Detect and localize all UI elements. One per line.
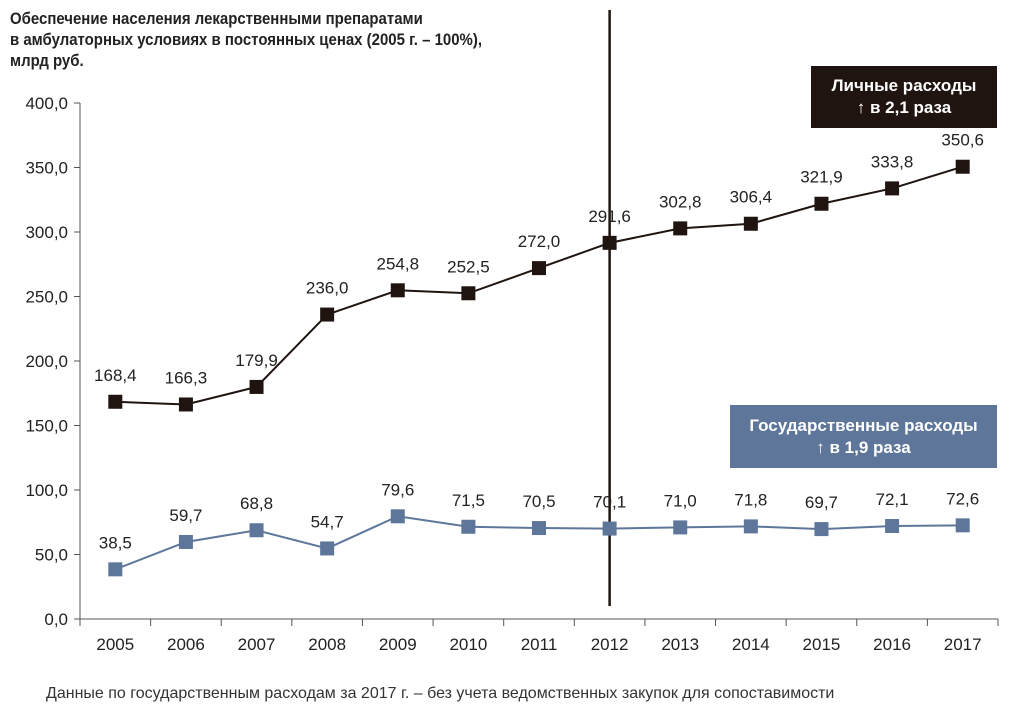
callout-public-spending: Государственные расходы ↑ в 1,9 раза xyxy=(730,405,997,468)
data-label-public: 72,6 xyxy=(946,489,979,508)
y-tick-label: 250,0 xyxy=(25,288,68,307)
x-tick-label: 2009 xyxy=(379,635,417,654)
data-label-public: 70,5 xyxy=(522,492,555,511)
data-label-private: 252,5 xyxy=(447,257,490,276)
chart-title-line-1: Обеспечение населения лекарственными пре… xyxy=(10,9,423,28)
data-label-public: 70,1 xyxy=(593,493,626,512)
x-tick-label: 2008 xyxy=(308,635,346,654)
callout-private-spending: Личные расходы ↑ в 2,1 раза xyxy=(811,66,997,128)
data-point-private xyxy=(602,235,617,250)
data-point-private xyxy=(955,159,970,174)
data-label-private: 306,4 xyxy=(730,188,773,207)
x-tick-label: 2014 xyxy=(732,635,770,654)
data-point-public xyxy=(673,520,688,535)
data-label-public: 72,1 xyxy=(876,490,909,509)
callout-public-line-2: ↑ в 1,9 раза xyxy=(816,437,911,457)
x-tick-label: 2012 xyxy=(591,635,629,654)
data-label-public: 54,7 xyxy=(311,512,344,531)
footnote: Данные по государственным расходам за 20… xyxy=(46,685,835,702)
data-label-private: 321,9 xyxy=(800,168,843,187)
data-point-private xyxy=(673,221,688,236)
y-tick-label: 350,0 xyxy=(25,159,68,178)
data-point-public xyxy=(249,523,264,538)
data-label-public: 59,7 xyxy=(169,506,202,525)
data-point-public xyxy=(532,521,546,536)
callout-private-line-2: ↑ в 2,1 раза xyxy=(856,98,952,117)
chart-title: Обеспечение населения лекарственными пре… xyxy=(10,8,573,71)
data-label-private: 302,8 xyxy=(659,192,702,211)
x-tick-label: 2013 xyxy=(661,635,699,654)
data-point-public xyxy=(178,534,193,549)
data-label-private: 291,6 xyxy=(588,207,631,226)
data-point-private xyxy=(108,394,123,409)
data-point-public xyxy=(108,562,123,577)
data-label-public: 71,8 xyxy=(734,490,767,509)
series-public: 38,5 59,7 68,8 54,7 79,6 71,5 70,5 70,1 71,0 71,8… xyxy=(99,480,979,577)
data-point-private xyxy=(532,261,546,276)
data-point-public xyxy=(885,518,900,533)
data-point-public xyxy=(390,509,405,524)
data-label-private: 333,8 xyxy=(871,152,914,171)
y-tick-label: 0,0 xyxy=(44,610,68,629)
data-point-private xyxy=(178,397,193,412)
data-point-private xyxy=(320,307,335,322)
x-axis: 2005 2006 2007 2008 2009 2010 2011 2012 2013 2014… xyxy=(79,618,999,654)
data-point-private xyxy=(743,216,758,231)
x-tick-label: 2010 xyxy=(449,635,487,654)
data-label-private: 272,0 xyxy=(518,232,561,251)
data-label-public: 69,7 xyxy=(805,493,838,512)
data-point-private xyxy=(814,196,829,211)
data-label-public: 71,5 xyxy=(452,491,485,510)
y-axis: 0,0 50,0 100,0 150,0 200,0 250,0 300,0 350,0 400… xyxy=(25,94,81,629)
chart-title-line-3: млрд руб. xyxy=(10,51,84,70)
chart-title-line-2: в амбулаторных условиях в постоянных цен… xyxy=(10,30,483,49)
data-label-public: 71,0 xyxy=(664,491,697,510)
data-point-public xyxy=(320,541,335,556)
x-tick-label: 2011 xyxy=(521,635,558,654)
data-point-public xyxy=(955,518,970,533)
x-tick-label: 2016 xyxy=(873,635,911,654)
y-tick-label: 100,0 xyxy=(25,481,68,500)
data-point-public xyxy=(461,519,476,534)
data-point-private xyxy=(390,283,405,298)
series-private: 168,4 166,3 179,9 236,0 254,8 252,5 272,0 291,6… xyxy=(94,131,984,412)
data-label-public: 68,8 xyxy=(240,494,273,513)
data-point-public xyxy=(602,521,617,536)
data-label-private: 168,4 xyxy=(94,366,137,385)
x-tick-label: 2017 xyxy=(944,635,982,654)
data-point-private xyxy=(249,379,264,394)
data-label-private: 166,3 xyxy=(165,368,208,387)
data-point-private xyxy=(461,286,476,301)
data-label-private: 179,9 xyxy=(235,351,278,370)
data-point-public xyxy=(814,522,829,537)
y-tick-label: 400,0 xyxy=(25,94,68,113)
y-tick-label: 300,0 xyxy=(25,223,68,242)
callout-private-line-1: Личные расходы xyxy=(831,76,977,95)
data-point-private xyxy=(885,181,900,196)
y-tick-label: 200,0 xyxy=(25,352,68,371)
x-tick-label: 2006 xyxy=(167,635,205,654)
data-label-public: 38,5 xyxy=(99,533,132,552)
y-tick-label: 50,0 xyxy=(35,546,68,565)
data-point-public xyxy=(743,519,758,534)
x-tick-label: 2005 xyxy=(96,635,134,654)
x-tick-label: 2015 xyxy=(803,635,841,654)
y-tick-label: 150,0 xyxy=(25,417,68,436)
data-label-private: 350,6 xyxy=(941,131,984,150)
x-tick-label: 2007 xyxy=(238,635,276,654)
data-label-private: 236,0 xyxy=(306,279,349,298)
data-label-public: 79,6 xyxy=(381,480,414,499)
data-label-private: 254,8 xyxy=(376,254,419,273)
callout-public-line-1: Государственные расходы xyxy=(749,415,978,435)
